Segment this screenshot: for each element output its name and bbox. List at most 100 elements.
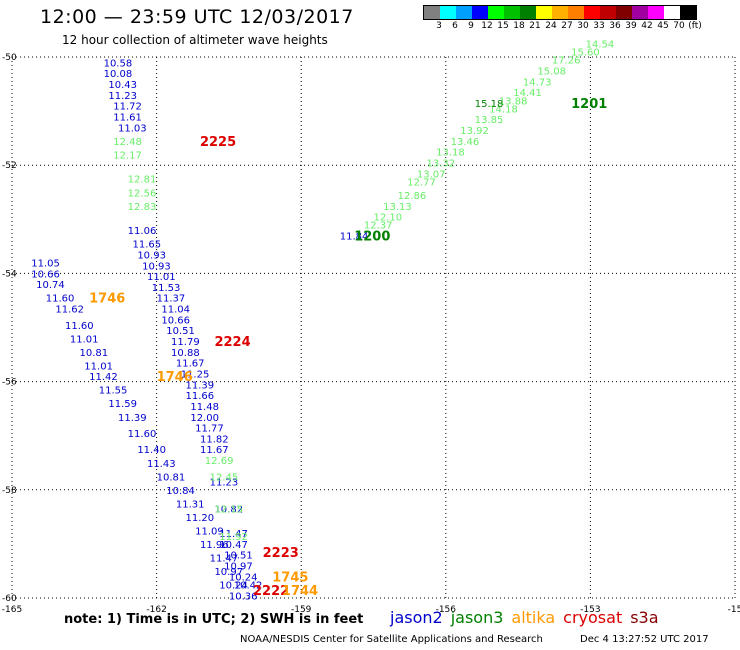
data-point-label: 10.58 (104, 58, 133, 69)
data-point-label: 12.86 (398, 191, 427, 202)
data-point-label: 13.13 (383, 202, 412, 213)
data-point-label: 13.85 (475, 115, 504, 126)
data-point-label: 14.18 (489, 104, 518, 115)
data-point-label: 11.43 (147, 459, 176, 470)
legend-entry: cryosat (563, 608, 623, 627)
color-swatch (456, 6, 472, 19)
data-point-label: 13.07 (417, 169, 446, 180)
data-point-label: 11.47 (219, 529, 248, 540)
data-point-label: 13.18 (436, 148, 465, 159)
data-point-label: 10.74 (36, 280, 65, 291)
color-scale-tick: 18 (513, 21, 525, 31)
data-point-label: 11.31 (176, 499, 205, 510)
data-point-label: 11.65 (133, 240, 162, 251)
time-annotation: 1746 (89, 292, 125, 307)
data-point-label: 12.83 (128, 202, 157, 213)
time-annotation: 2224 (214, 335, 250, 350)
data-point-label: 12.45 (210, 472, 239, 483)
data-point-label: 10.66 (161, 315, 190, 326)
color-scale-tick: 45 (657, 21, 669, 31)
time-annotation: 1746 (157, 370, 193, 385)
data-point-label: 10.84 (166, 486, 195, 497)
data-point-label: 12.81 (128, 175, 157, 186)
data-point-label: 11.67 (176, 359, 205, 370)
color-scale-tick: 27 (561, 21, 573, 31)
time-annotation: 1201 (571, 97, 607, 112)
color-swatch (504, 6, 520, 19)
color-swatch (568, 6, 584, 19)
legend-entry: s3a (630, 608, 659, 627)
color-scale-tick: 21 (529, 21, 541, 31)
data-point-label: 10.81 (157, 472, 186, 483)
y-tick-label: -60 (2, 594, 17, 604)
credit-line: NOAA/NESDIS Center for Satellite Applica… (240, 634, 543, 645)
color-swatch (552, 6, 568, 19)
color-scale-tick: 30 (577, 21, 589, 31)
data-point-label: 10.24 (219, 580, 248, 591)
data-point-label: 11.09 (195, 526, 224, 537)
data-point-label: 11.25 (181, 369, 210, 380)
data-point-label: 11.55 (99, 386, 128, 397)
y-tick-label: -54 (2, 269, 17, 279)
data-point-label: 14.54 (586, 39, 615, 50)
color-swatch (472, 6, 488, 19)
page-title: 12:00 — 23:59 UTC 12/03/2017 (40, 6, 354, 28)
time-annotation: 2222 (253, 584, 289, 599)
data-point-label: 12.77 (407, 177, 436, 188)
color-scale-tick: 9 (468, 21, 474, 31)
time-annotation: 1744 (282, 584, 318, 599)
data-point-label: 12.15 (214, 505, 243, 516)
data-point-label: 11.47 (210, 553, 239, 564)
color-scale-tick: (ft) (688, 21, 702, 31)
data-point-label: 11.60 (128, 429, 157, 440)
data-point-label: 11.53 (152, 283, 181, 294)
data-point-label: 15.60 (571, 48, 600, 59)
data-point-label: 10.43 (108, 80, 137, 91)
data-point-label: 14.73 (523, 77, 552, 88)
data-point-label: 11.03 (118, 123, 147, 134)
data-point-label: 11.48 (190, 402, 219, 413)
y-tick-label: -52 (2, 161, 17, 171)
data-point-label: 10.81 (79, 348, 108, 359)
color-swatch (616, 6, 632, 19)
footnote: note: 1) Time is in UTC; 2) SWH is in fe… (64, 612, 364, 627)
color-scale-tick: 3 (436, 21, 442, 31)
data-point-label: 11.60 (65, 321, 94, 332)
data-point-label: 13.92 (460, 126, 489, 137)
data-point-label: 11.60 (46, 294, 75, 305)
color-scale-tick: 6 (452, 21, 458, 31)
color-scale-tick: 39 (625, 21, 637, 31)
data-point-label: 10.42 (234, 580, 263, 591)
data-point-label: 11.01 (147, 272, 176, 283)
data-point-label: 11.40 (137, 445, 166, 456)
data-point-label: 15.08 (537, 67, 566, 78)
time-annotation: 2223 (263, 546, 299, 561)
color-scale-tick: 36 (609, 21, 621, 31)
data-point-label: 10.97 (214, 567, 243, 578)
data-point-label: 12.69 (205, 456, 234, 467)
time-annotation: 1200 (354, 230, 390, 245)
color-swatch (680, 6, 696, 19)
data-point-label: 11.77 (195, 424, 224, 435)
x-tick-label: -165 (2, 605, 22, 615)
x-tick-label: -162 (146, 605, 166, 615)
data-point-label: 11.01 (84, 361, 113, 372)
data-point-label: 13.88 (499, 96, 528, 107)
x-tick-label: -156 (436, 605, 457, 615)
data-point-label: 11.61 (113, 113, 142, 124)
color-scale-tick: 12 (481, 21, 493, 31)
data-point-label: 11.37 (157, 294, 186, 305)
x-tick-label: -15 (728, 605, 740, 615)
y-tick-label: -58 (2, 486, 17, 496)
data-point-label: 10.66 (31, 269, 60, 280)
data-point-label: 11.84 (340, 232, 369, 243)
data-point-label: 11.67 (200, 445, 229, 456)
color-swatch (536, 6, 552, 19)
data-point-label: 10.51 (166, 326, 195, 337)
color-scale-tick: 33 (593, 21, 605, 31)
data-point-label: 12.56 (128, 188, 157, 199)
time-annotation: 2225 (200, 135, 236, 150)
data-point-label: 12.37 (364, 221, 393, 232)
data-point-label: 10.82 (214, 505, 243, 516)
